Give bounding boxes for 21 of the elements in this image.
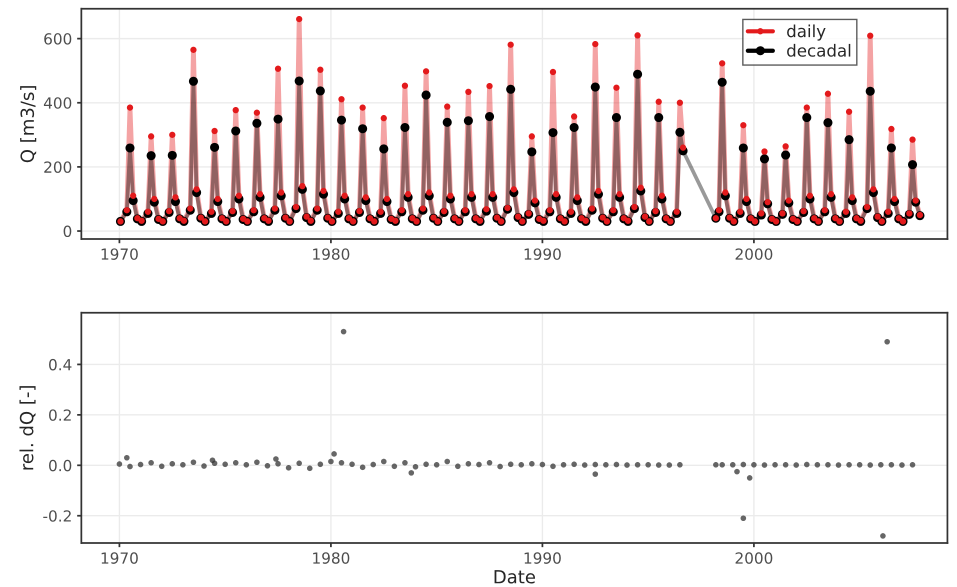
y-tick-label: 0.0 xyxy=(49,460,72,472)
legend-label: decadal xyxy=(787,44,850,57)
y-axis-title: Q [m3/s] xyxy=(20,86,36,162)
x-axis-title: Date xyxy=(494,570,536,584)
x-tick-label: 1970 xyxy=(102,248,138,260)
x-tick-label: 1980 xyxy=(313,248,350,260)
y-tick-label: 0.2 xyxy=(49,409,71,421)
y-tick-label: 400 xyxy=(44,97,72,109)
x-tick-label: 1990 xyxy=(524,552,561,564)
y-axis-title: rel. dQ [-] xyxy=(19,386,36,470)
y-tick-label: 200 xyxy=(44,161,72,173)
x-tick-label: 2000 xyxy=(736,248,772,260)
x-tick-label: 1990 xyxy=(524,248,561,260)
y-tick-label: 0.4 xyxy=(49,358,72,370)
y-tick-label: 0 xyxy=(64,226,72,238)
y-tick-label: -0.2 xyxy=(43,510,71,522)
legend-label: daily xyxy=(787,24,826,41)
x-tick-label: 2000 xyxy=(736,552,772,564)
x-tick-label: 1980 xyxy=(313,552,350,564)
y-tick-label: 600 xyxy=(44,33,72,45)
x-tick-label: 1970 xyxy=(102,552,138,564)
